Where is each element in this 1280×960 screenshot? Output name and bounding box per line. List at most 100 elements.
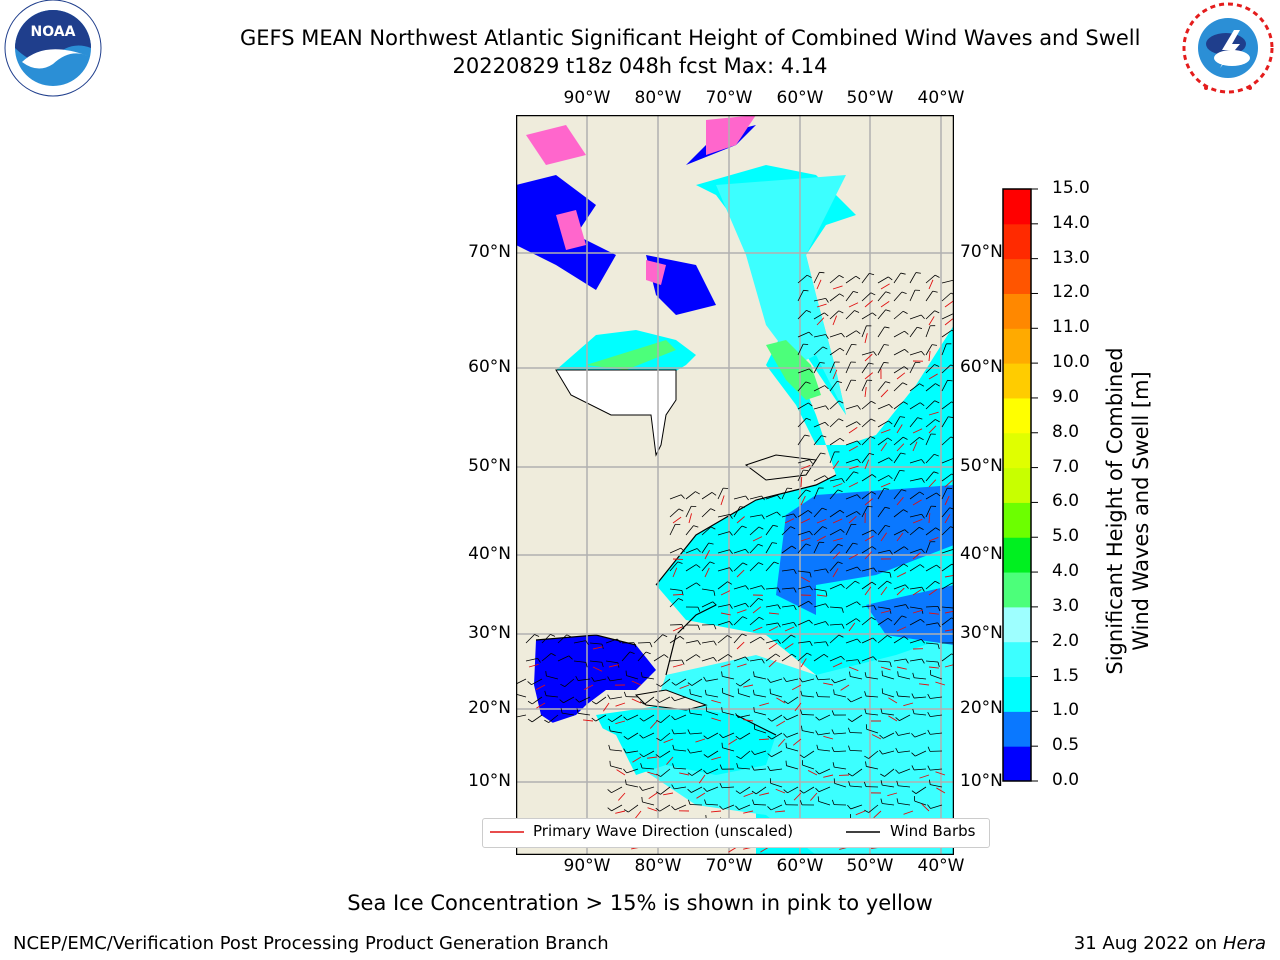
wind-barb xyxy=(675,678,687,686)
sea-ice-caption: Sea Ice Concentration > 15% is shown in … xyxy=(347,891,933,915)
wind-barb xyxy=(925,274,936,284)
wave-arrow xyxy=(800,464,811,470)
wave-arrow xyxy=(810,792,818,801)
wind-barb-flag xyxy=(815,770,820,775)
wind-barb xyxy=(669,598,679,608)
wave-arrow xyxy=(631,698,642,704)
wave-arrow xyxy=(823,774,834,778)
wind-barb xyxy=(845,440,858,446)
wind-barb xyxy=(701,657,714,662)
wave-arrow xyxy=(880,666,891,671)
wind-barb xyxy=(925,433,932,446)
ocean-south xyxy=(636,635,954,855)
wind-barb xyxy=(877,525,886,536)
wind-barb xyxy=(813,526,823,536)
wind-barb xyxy=(898,695,911,698)
wind-barb-flag xyxy=(729,531,733,536)
wind-barb-flag xyxy=(948,416,954,418)
wind-barb-flag xyxy=(935,383,940,387)
wind-barb-flag xyxy=(856,440,861,445)
wind-barb xyxy=(909,478,922,482)
wave-arrow xyxy=(928,316,935,326)
wind-barb-flag xyxy=(719,783,723,788)
wave-arrow xyxy=(896,666,907,670)
wind-barb xyxy=(765,524,774,536)
wind-barb-flag xyxy=(793,513,797,519)
wave-arrow xyxy=(663,738,674,743)
wind-barb-flag xyxy=(837,489,843,492)
wind-barb-flag xyxy=(927,729,931,735)
wind-barb xyxy=(930,714,943,718)
wind-barb-flag xyxy=(808,402,813,407)
wind-barb-flag xyxy=(761,514,765,520)
wave-arrow xyxy=(832,369,838,380)
wind-barb xyxy=(781,569,794,572)
wind-barb xyxy=(866,728,879,734)
wind-barb-flag xyxy=(838,400,844,404)
wind-barb-flag xyxy=(871,617,876,621)
wind-barb-flag xyxy=(895,747,899,753)
colorbar-tick-label: 14.0 xyxy=(1052,212,1090,233)
wave-arrow xyxy=(880,442,888,452)
wind-barb-flag xyxy=(887,618,893,622)
wind-barb-flag xyxy=(848,781,851,787)
wind-barb-flag xyxy=(695,654,701,658)
wind-barb xyxy=(877,488,885,500)
wind-barb xyxy=(749,585,762,590)
colorbar-segment xyxy=(1003,397,1031,434)
wave-arrow xyxy=(944,514,951,524)
wind-barb-flag xyxy=(608,744,611,750)
wind-barb-flag xyxy=(688,799,691,805)
lat-label-right: 50°N xyxy=(960,456,1003,476)
colorbar xyxy=(1002,188,1038,782)
wind-barb xyxy=(733,602,746,608)
colorbar-tick-label: 1.5 xyxy=(1052,665,1080,686)
wind-barb-flag xyxy=(808,600,813,605)
lat-label-right: 60°N xyxy=(960,357,1003,377)
wind-barb-flag xyxy=(917,417,923,420)
wind-barb-flag xyxy=(825,590,828,596)
wind-barb-flag xyxy=(825,334,829,339)
wave-arrow xyxy=(912,552,921,560)
wind-barb xyxy=(749,514,762,518)
wave-arrow xyxy=(848,302,859,308)
wind-barb xyxy=(653,634,663,644)
wind-barb-flag xyxy=(791,653,797,658)
lon-label-bottom: 50°W xyxy=(846,856,894,876)
ocean-labrador xyxy=(716,175,846,415)
wind-barb xyxy=(755,786,767,795)
wind-barb xyxy=(541,653,552,662)
wind-barb xyxy=(733,585,746,590)
wind-barb xyxy=(770,678,783,683)
legend-barb-label: Wind Barbs xyxy=(890,822,976,840)
wind-barb-flag xyxy=(856,566,861,571)
wave-arrow xyxy=(698,774,706,784)
wind-barb-flag xyxy=(838,543,843,547)
wind-barb-flag xyxy=(831,799,835,805)
wind-barb-flag xyxy=(872,637,877,642)
wind-barb-flag xyxy=(825,641,829,647)
wind-barb xyxy=(525,657,538,662)
wind-barb xyxy=(914,713,927,716)
wind-barb xyxy=(861,379,868,392)
wind-barb-flag xyxy=(849,671,851,677)
wind-barb-flag xyxy=(713,640,717,646)
wind-barb xyxy=(722,692,735,698)
wind-barb-flag xyxy=(871,546,877,550)
wind-barb xyxy=(877,309,886,320)
wind-barb-flag xyxy=(703,676,707,682)
wind-barb-flag xyxy=(544,690,547,696)
wind-barb-flag xyxy=(704,689,707,695)
wind-barb xyxy=(626,768,639,774)
wind-barb-flag xyxy=(687,772,693,776)
wind-barb-flag xyxy=(903,509,908,513)
wind-barb-flag xyxy=(854,310,860,313)
wind-barb-flag xyxy=(687,748,691,754)
colorbar-tick-label: 6.0 xyxy=(1052,491,1080,512)
wind-barb-flag xyxy=(927,712,931,717)
wind-barb-flag xyxy=(873,605,877,611)
wind-barb xyxy=(850,785,863,788)
wind-barb-flag xyxy=(735,683,741,687)
wind-barb-flag xyxy=(921,608,924,614)
colorbar-tick-label: 15.0 xyxy=(1052,178,1090,198)
